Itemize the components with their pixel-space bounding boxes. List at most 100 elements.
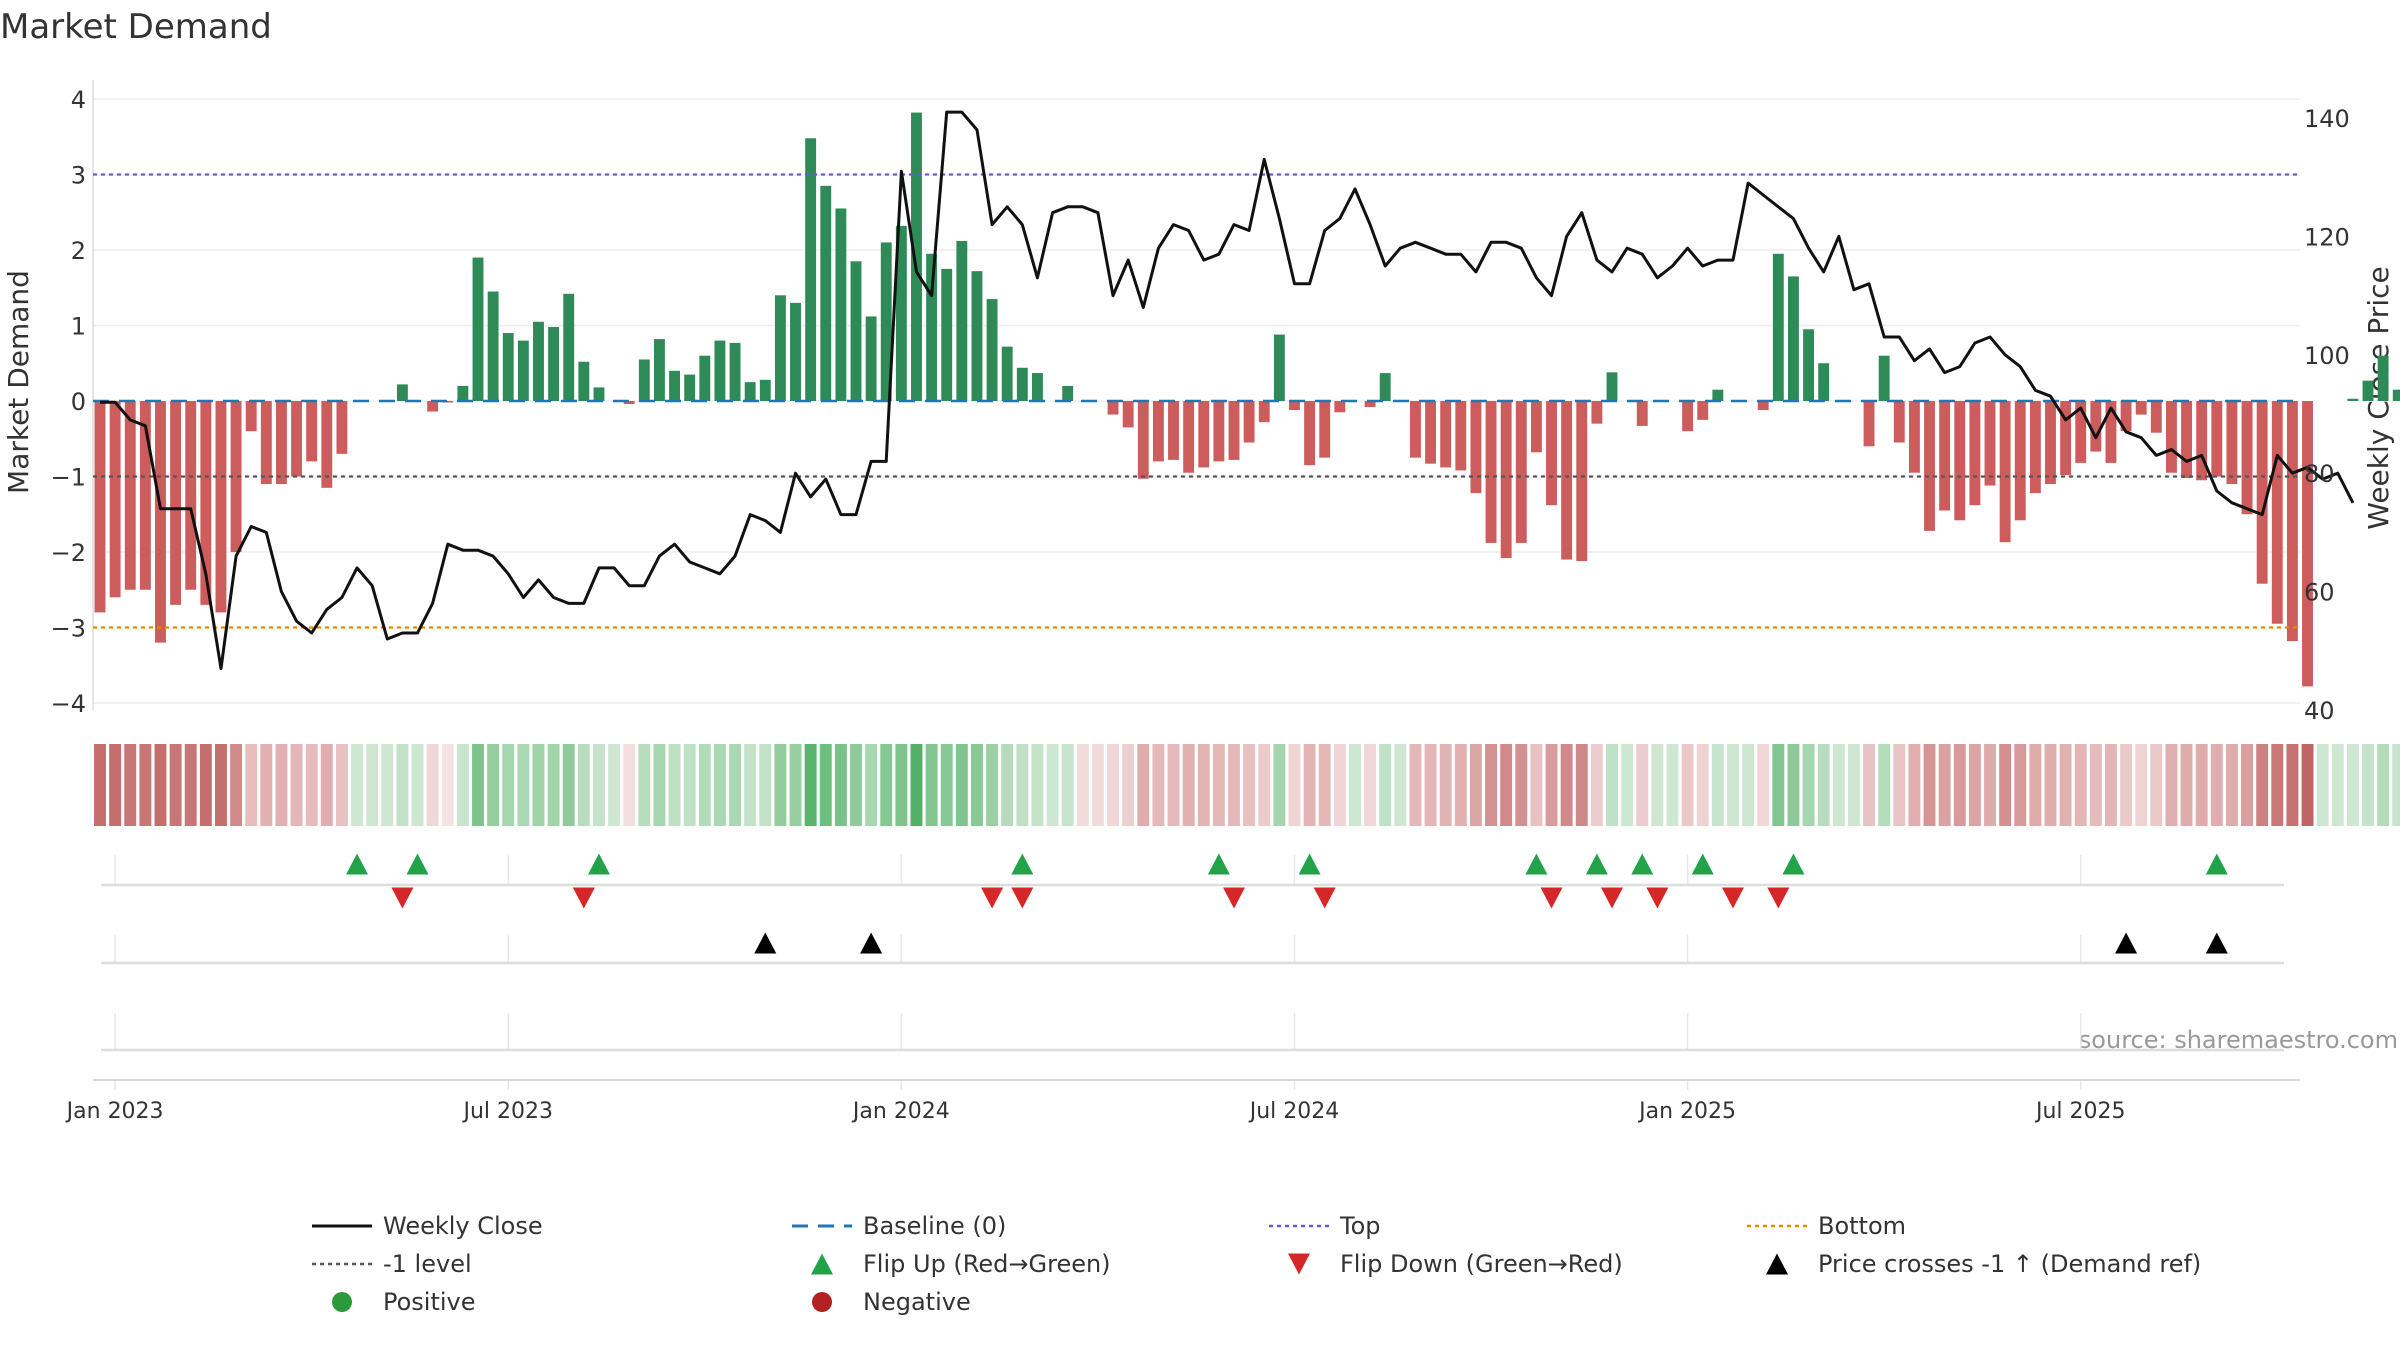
demand-bar-positive [578, 361, 590, 401]
flip-up-marker [2205, 853, 2228, 875]
strip-cell [94, 744, 106, 826]
strip-cell [1727, 744, 1739, 826]
x-tick-label: Jul 2023 [461, 1099, 553, 1124]
legend-swatch-triangle-up [1766, 1253, 1788, 1275]
demand-bar-negative [1999, 401, 2011, 543]
demand-bar-negative [1500, 401, 1512, 559]
strip-cell [2105, 744, 2117, 826]
demand-bar-negative [1152, 401, 1164, 462]
demand-bar-negative [2075, 401, 2087, 463]
y-axis-label-left: Market Demand [2, 270, 35, 494]
demand-bar-positive [502, 333, 514, 401]
demand-bar-positive [1772, 253, 1784, 401]
demand-bar-negative [1304, 401, 1316, 466]
strip-cell [986, 744, 999, 826]
strip-cell [1530, 744, 1543, 826]
demand-bar-positive [926, 253, 938, 401]
strip-cell [1545, 744, 1558, 826]
strip-cell [2271, 744, 2284, 826]
demand-bar-negative [1908, 401, 1920, 473]
strip-cell [1560, 744, 1573, 826]
demand-bar-negative [1954, 401, 1966, 521]
demand-bar-positive [1016, 367, 1028, 401]
demand-bar-negative [200, 401, 212, 605]
demand-bar-negative [1107, 401, 1119, 415]
chart-title: Market Demand [0, 7, 272, 47]
demand-bar-negative [1757, 401, 1769, 411]
right-tick-label: 80 [2304, 460, 2335, 488]
demand-bar-positive [684, 374, 696, 401]
flip-up-marker [1298, 853, 1321, 875]
demand-bar-positive [1818, 363, 1830, 401]
demand-bar-positive [805, 138, 817, 401]
strip-cell [2241, 744, 2253, 826]
demand-bar-negative [1137, 401, 1149, 479]
demand-bar-positive [759, 379, 771, 401]
demand-bar-positive [487, 291, 499, 401]
demand-bar-negative [1530, 401, 1542, 453]
strip-cell [683, 744, 696, 826]
legend-item: Top [1269, 1212, 1381, 1240]
strip-cell [1469, 744, 1482, 826]
strip-cell [1454, 744, 1467, 826]
demand-bar-negative [1515, 401, 1527, 543]
legend-label: Weekly Close [383, 1212, 543, 1240]
demand-bar-positive [1787, 276, 1799, 401]
strip-cell [1651, 744, 1664, 826]
strip-cell [1424, 744, 1437, 826]
demand-bar-negative [1893, 401, 1905, 443]
strip-cell [1893, 744, 1906, 826]
strip-cell [1273, 744, 1286, 826]
strip-cell [2225, 744, 2238, 826]
flip-down-marker [1646, 887, 1669, 909]
demand-bar-positive [653, 339, 665, 401]
demand-bar-negative [2181, 401, 2193, 479]
strip-cell [215, 744, 227, 826]
strip-cell [850, 744, 862, 826]
right-tick-label: 40 [2304, 697, 2335, 725]
legend-swatch-circle [332, 1292, 352, 1312]
demand-bar-positive [1878, 355, 1890, 401]
strip-cell [426, 744, 439, 826]
strip-cell [1258, 744, 1271, 826]
left-tick-label: 2 [71, 237, 86, 265]
strip-cell [1666, 744, 1679, 826]
strip-cell [759, 744, 772, 826]
left-tick-label: 3 [71, 162, 86, 190]
left-tick-label: −3 [51, 615, 86, 643]
axis-labels: −4 −3 −2 −1 0 1 2 3 4 40 60 80 100 120 140 Jan 2023 Jul … [51, 86, 2350, 1124]
strip-cell [1908, 744, 1921, 826]
flip-down-marker [1540, 887, 1563, 909]
demand-bar-positive [457, 385, 469, 401]
strip-cell [1968, 744, 1981, 826]
demand-bar-positive [820, 185, 832, 401]
demand-bar-positive [790, 302, 801, 401]
price-cross-marker [754, 932, 777, 954]
demand-bar-positive [593, 387, 605, 401]
demand-bar-negative [1939, 401, 1951, 511]
left-tick-label: 0 [71, 388, 86, 416]
demand-bar-negative [291, 401, 303, 477]
price-cross-marker [2205, 932, 2228, 954]
demand-bar-positive [1803, 329, 1815, 401]
demand-bar-positive [638, 359, 650, 401]
strip-cell [1681, 744, 1694, 826]
demand-bar-positive [699, 355, 711, 401]
demand-bar-negative [1455, 401, 1467, 471]
flip-up-marker [587, 853, 610, 875]
demand-bar-negative [2120, 401, 2132, 432]
strip-cell [834, 744, 847, 826]
strip-cell [623, 744, 636, 826]
legend-item: Price crosses -1 ↑ (Demand ref) [1766, 1250, 2201, 1278]
demand-bar-negative [1319, 401, 1331, 458]
legend-item: Baseline (0) [792, 1212, 1006, 1240]
demand-bar-negative [1697, 401, 1709, 420]
strip-cell [1228, 744, 1240, 826]
demand-bar-positive [714, 340, 726, 401]
demand-bar-negative [2090, 401, 2102, 452]
strip-cell [562, 744, 575, 826]
demand-bar-negative [1364, 401, 1376, 408]
demand-bar-negative [1546, 401, 1557, 506]
strip-cell [668, 744, 681, 826]
